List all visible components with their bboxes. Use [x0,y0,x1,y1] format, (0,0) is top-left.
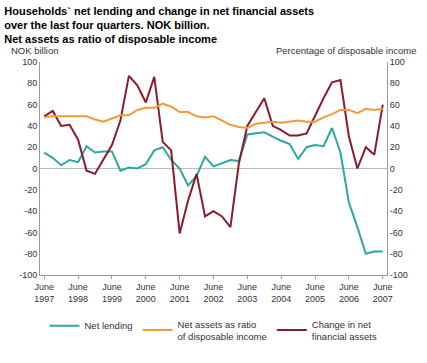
svg-text:Households` net lending and ch: Households` net lending and change in ne… [4,5,314,46]
svg-text:-60: -60 [390,228,403,238]
svg-text:0: 0 [390,164,395,174]
svg-text:-80: -80 [24,249,37,259]
svg-text:40: 40 [390,121,400,131]
svg-text:-80: -80 [390,249,403,259]
svg-text:100: 100 [22,57,37,67]
svg-text:June2005: June2005 [305,282,325,304]
svg-text:-40: -40 [24,206,37,216]
svg-text:-100: -100 [390,270,408,280]
svg-text:June2001: June2001 [170,282,190,304]
svg-text:June2006: June2006 [339,282,359,304]
svg-text:June1999: June1999 [102,282,122,304]
svg-text:80: 80 [27,78,37,88]
svg-text:June2007: June2007 [373,282,393,304]
svg-text:NOK billion: NOK billion [11,45,59,56]
svg-text:Change in netfinancial assets: Change in netfinancial assets [312,319,377,342]
svg-text:60: 60 [27,100,37,110]
svg-text:-60: -60 [24,228,37,238]
svg-text:June2002: June2002 [203,282,223,304]
svg-text:June2004: June2004 [271,282,291,304]
svg-text:June1997: June1997 [34,282,54,304]
svg-text:June2003: June2003 [237,282,257,304]
svg-text:100: 100 [390,57,405,67]
svg-text:20: 20 [27,142,37,152]
svg-text:June2000: June2000 [136,282,156,304]
svg-text:-40: -40 [390,206,403,216]
svg-text:20: 20 [390,142,400,152]
svg-text:80: 80 [390,78,400,88]
svg-text:June1998: June1998 [68,282,88,304]
svg-text:Percentage of disposable incom: Percentage of disposable income [276,45,416,56]
svg-text:0: 0 [32,164,37,174]
svg-text:-100: -100 [19,270,37,280]
svg-text:-20: -20 [24,185,37,195]
svg-text:Net assets as ratioof disposab: Net assets as ratioof disposable income [178,319,267,342]
svg-text:60: 60 [390,100,400,110]
svg-text:-20: -20 [390,185,403,195]
svg-text:Net lending: Net lending [85,320,133,331]
svg-text:40: 40 [27,121,37,131]
